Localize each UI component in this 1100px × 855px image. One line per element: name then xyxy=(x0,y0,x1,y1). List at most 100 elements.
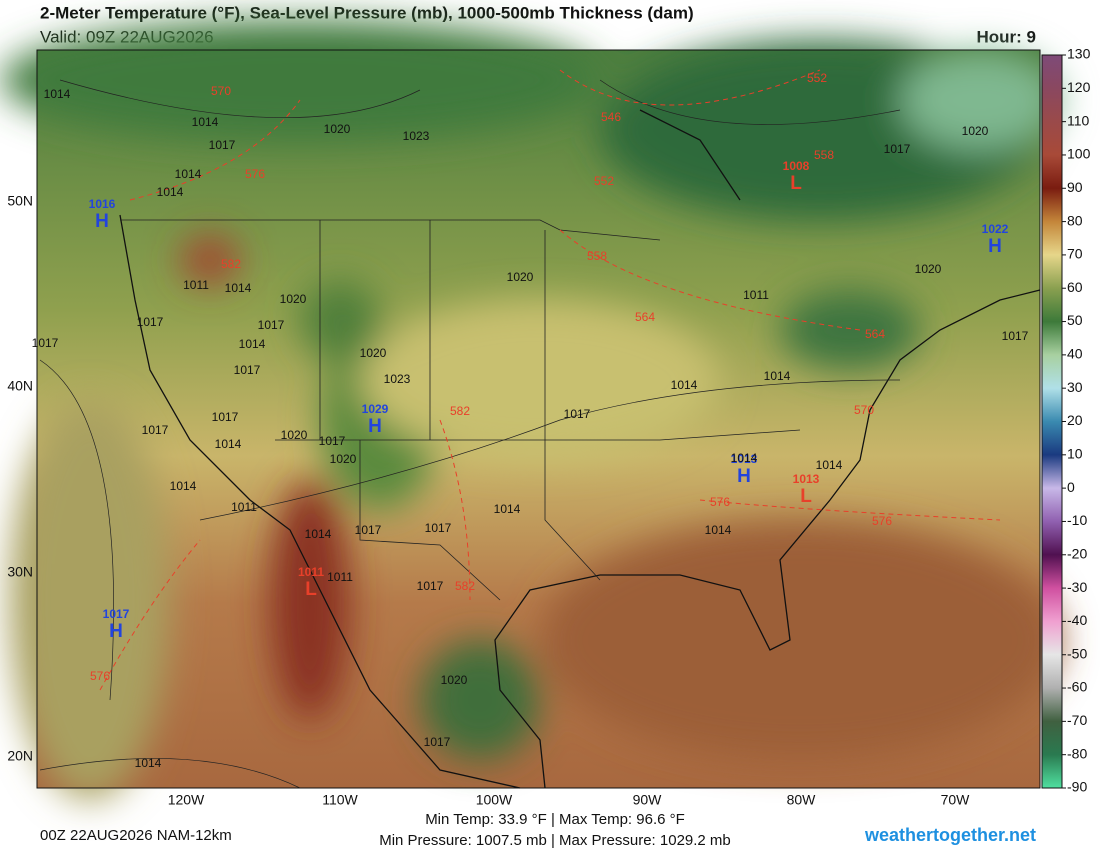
colorbar-scale xyxy=(1041,54,1063,789)
isobar-label: 1017 xyxy=(137,315,164,329)
colorbar-label: 30 xyxy=(1067,379,1083,395)
isobar-label: 1014 xyxy=(705,523,732,537)
center-letter: L xyxy=(790,173,802,194)
lat-label: 40N xyxy=(7,378,33,394)
isobar-label: 1011 xyxy=(327,570,353,584)
isobar-label: 1014 xyxy=(215,437,242,451)
isobar-label: 1014 xyxy=(731,451,758,465)
isobar-label: 1017 xyxy=(32,336,59,350)
colorbar-label: 20 xyxy=(1067,412,1083,428)
colorbar: 1301201101009080706050403020100-10-20-30… xyxy=(1041,46,1091,795)
center-letter: H xyxy=(988,236,1002,257)
center-value: 1013 xyxy=(793,472,820,486)
isobar-label: 1014 xyxy=(170,479,197,493)
center-letter: H xyxy=(737,466,751,487)
isobar-label: 1014 xyxy=(764,369,791,383)
lat-label: 20N xyxy=(7,748,33,764)
colorbar-label: 90 xyxy=(1067,179,1083,195)
isobar-label: 1014 xyxy=(305,527,332,541)
coastline xyxy=(119,109,1041,789)
colorbar-label: 70 xyxy=(1067,246,1083,262)
isobar-label: 1014 xyxy=(135,756,162,770)
colorbar-label: 60 xyxy=(1067,279,1083,295)
colorbar-label: -20 xyxy=(1067,545,1087,561)
thickness-label: 576 xyxy=(872,514,892,528)
thickness-label: 546 xyxy=(601,110,621,124)
isobar-label: 1011 xyxy=(743,288,769,302)
lat-label: 50N xyxy=(7,193,33,209)
isobar-label: 1014 xyxy=(816,458,843,472)
isobar-label: 1014 xyxy=(239,337,266,351)
isobar-label: 1017 xyxy=(212,410,239,424)
thickness-label: 570 xyxy=(211,84,231,98)
colorbar-label: 130 xyxy=(1067,46,1091,62)
isobars xyxy=(39,79,901,789)
colorbar-label: -50 xyxy=(1067,645,1087,661)
isobar-label: 1023 xyxy=(403,129,430,143)
pressure-range: Min Pressure: 1007.5 mb | Max Pressure: … xyxy=(379,832,731,849)
center-value: 1017 xyxy=(103,607,130,621)
isobar-label: 1020 xyxy=(281,428,308,442)
forecast-hour: Hour: 9 xyxy=(977,27,1037,46)
isobar-label: 1014 xyxy=(175,167,202,181)
isobar-label: 1020 xyxy=(507,270,534,284)
colorbar-label: -90 xyxy=(1067,779,1087,795)
lon-label: 110W xyxy=(322,792,358,808)
isobar-label: 1017 xyxy=(417,579,444,593)
colorbar-label: 110 xyxy=(1067,112,1090,128)
isobar-label: 1017 xyxy=(142,423,169,437)
colorbar-label: 100 xyxy=(1067,146,1091,162)
isobar-label: 1014 xyxy=(225,281,252,295)
colorbar-label: 120 xyxy=(1067,79,1091,95)
isobar-label: 1014 xyxy=(494,502,521,516)
colorbar-label: -40 xyxy=(1067,612,1087,628)
thickness-label: 564 xyxy=(635,310,655,324)
isobar-label: 1020 xyxy=(360,346,387,360)
isobar-label: 1011 xyxy=(231,500,257,514)
colorbar-label: 10 xyxy=(1067,446,1083,462)
map xyxy=(0,20,1060,800)
lon-label: 70W xyxy=(941,792,971,808)
thickness-label: 582 xyxy=(221,257,241,271)
thickness-label: 564 xyxy=(865,327,885,341)
lon-label: 80W xyxy=(787,792,817,808)
colorbar-label: -80 xyxy=(1067,745,1087,761)
colorbar-label: -60 xyxy=(1067,679,1087,695)
lat-label: 30N xyxy=(7,564,33,580)
colorbar-label: -10 xyxy=(1067,512,1087,528)
center-letter: L xyxy=(305,579,317,600)
colorbar-label: -70 xyxy=(1067,712,1087,728)
center-value: 1008 xyxy=(783,159,810,173)
thickness-label: 558 xyxy=(814,148,834,162)
center-value: 1013 xyxy=(731,452,758,466)
isobar-label: 1020 xyxy=(324,122,351,136)
thickness-label: 576 xyxy=(90,669,110,683)
isobar-label: 1017 xyxy=(234,363,261,377)
colorbar-label: -30 xyxy=(1067,579,1087,595)
colorbar-label: 50 xyxy=(1067,312,1083,328)
thickness-label: 558 xyxy=(587,249,607,263)
center-letter: H xyxy=(109,621,123,642)
center-letter: H xyxy=(95,211,109,232)
isobar-label: 1020 xyxy=(330,452,357,466)
isobar-label: 1017 xyxy=(355,523,382,537)
thickness-lines xyxy=(99,69,1001,691)
isobar-label: 1020 xyxy=(962,124,989,138)
model-run: 00Z 22AUG2026 NAM-12km xyxy=(40,827,232,844)
thickness-label: 582 xyxy=(450,404,470,418)
thickness-label: 576 xyxy=(710,495,730,509)
center-value: 1022 xyxy=(982,222,1009,236)
lon-label: 90W xyxy=(633,792,663,808)
lon-label: 100W xyxy=(476,792,513,808)
colorbar-label: 0 xyxy=(1067,479,1075,495)
isobar-label: 1014 xyxy=(192,115,219,129)
isobar-label: 1017 xyxy=(258,318,285,332)
isobar-label: 1020 xyxy=(915,262,942,276)
isobar-label: 1011 xyxy=(183,278,209,292)
site-credit: weathertogether.net xyxy=(864,825,1036,845)
isobar-label: 1014 xyxy=(157,185,184,199)
isobar-label: 1020 xyxy=(441,673,468,687)
isobar-label: 1017 xyxy=(1002,329,1029,343)
map-frame xyxy=(36,49,1041,789)
